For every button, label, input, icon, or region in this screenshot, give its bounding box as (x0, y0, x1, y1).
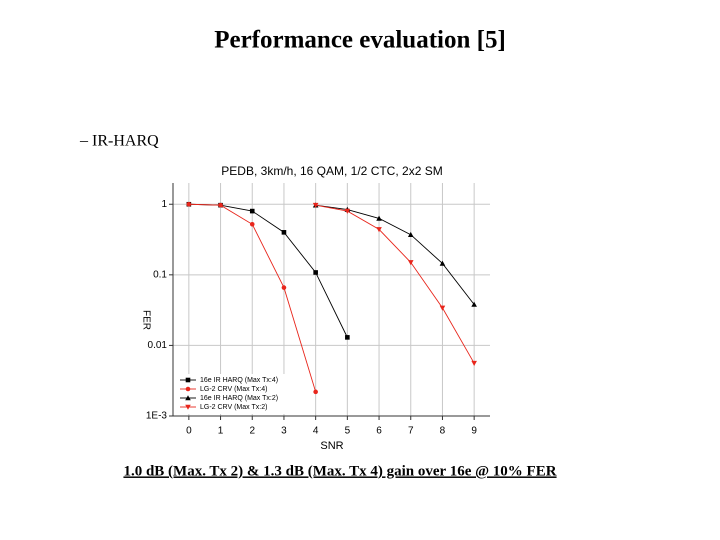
marker (407, 260, 414, 266)
x-tick-label: 3 (281, 426, 287, 437)
marker (471, 360, 477, 366)
y-tick-label: 1 (161, 199, 167, 210)
x-tick-label: 8 (440, 426, 446, 437)
x-tick-label: 1 (218, 426, 224, 437)
x-tick-label: 6 (376, 426, 382, 437)
legend: 16e IR HARQ (Max Tx:4) LG-2 CRV (Max Tx:4… (177, 374, 289, 414)
marker (249, 208, 255, 214)
marker (439, 305, 446, 311)
marker (345, 335, 350, 340)
marker (185, 377, 191, 383)
x-tick-label: 4 (313, 426, 319, 437)
marker (376, 227, 382, 233)
y-tick-label: 0.1 (153, 269, 167, 280)
marker (185, 395, 191, 401)
marker (249, 221, 255, 227)
footer: 1.0 dB (Max. Tx 2) & 1.3 dB (Max. Tx 4) … (123, 463, 556, 479)
marker (281, 230, 287, 235)
marker (186, 201, 192, 207)
chart-title: PEDB, 3km/h, 16 QAM, 1/2 CTC, 2x2 SM (221, 164, 442, 178)
marker (185, 404, 191, 410)
marker (344, 208, 351, 214)
y-axis-label: FER (140, 310, 151, 330)
x-tick-label: 0 (186, 426, 192, 437)
y-tick-label: 1E-3 (146, 411, 168, 422)
bullet: – IR-HARQ (79, 133, 159, 150)
slide-title: Performance evaluation [5] (214, 27, 506, 54)
x-tick-label: 2 (249, 426, 255, 437)
x-tick-label: 9 (471, 426, 477, 437)
marker (281, 285, 287, 290)
y-tick-label: 0.01 (148, 340, 168, 351)
marker (439, 260, 446, 266)
marker (185, 386, 191, 392)
marker (312, 202, 319, 208)
marker (313, 270, 318, 275)
marker (313, 389, 318, 395)
marker (407, 231, 414, 238)
x-tick-label: 7 (408, 426, 414, 437)
legend-label: LG-2 CRV (Max Tx:2) (200, 404, 267, 411)
legend-label: LG-2 CRV (Max Tx:4) (200, 386, 267, 393)
marker (218, 202, 223, 208)
x-tick-label: 5 (345, 426, 351, 437)
legend-label: 16e IR HARQ (Max Tx:2) (200, 395, 278, 402)
marker (471, 301, 477, 307)
marker (376, 215, 382, 221)
legend-label: 16e IR HARQ (Max Tx:4) (200, 377, 278, 384)
series-line (315, 204, 475, 364)
series-line (315, 204, 475, 305)
x-axis-label: SNR (320, 440, 343, 452)
